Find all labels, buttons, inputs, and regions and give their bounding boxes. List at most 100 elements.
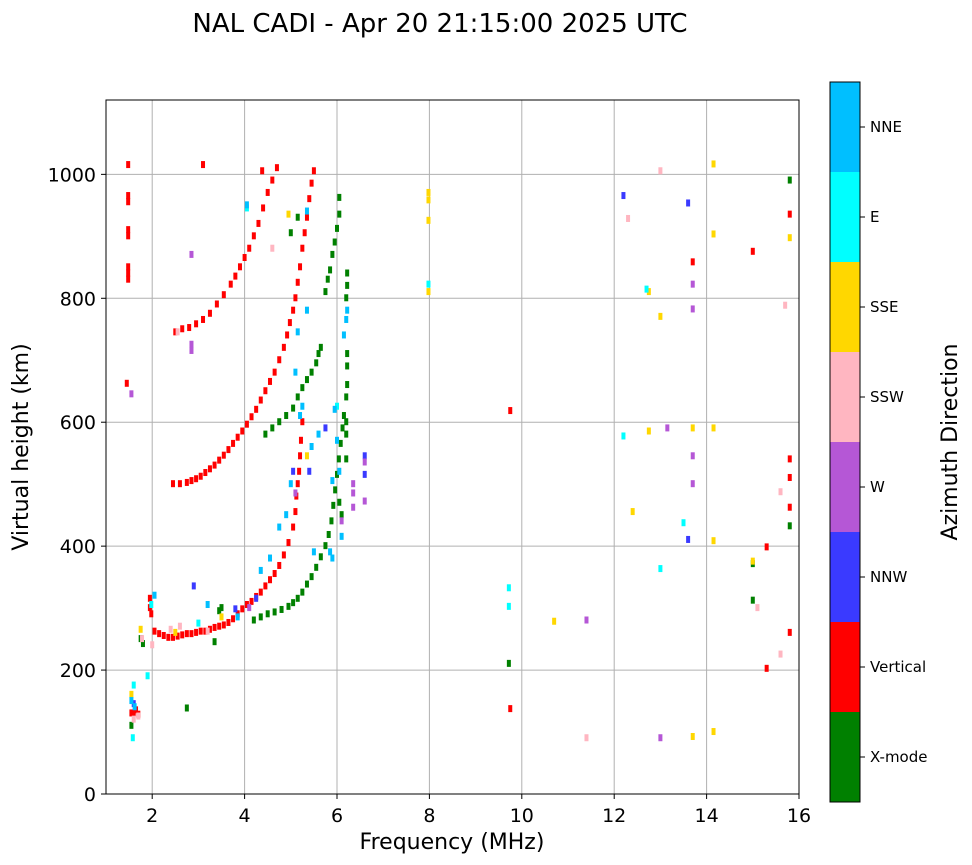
echo-point-vertical [231, 439, 236, 447]
echo-point-x-mode [318, 343, 323, 351]
echo-point-sse [138, 625, 143, 633]
x-tick-label: 14 [695, 805, 719, 827]
colorbar-label: SSW [870, 388, 904, 406]
echo-point-vertical [126, 192, 131, 200]
echo-point-x-mode [345, 350, 350, 358]
x-tick-label: 12 [602, 805, 626, 827]
echo-point-x-mode [314, 359, 319, 367]
echo-point-x-mode [258, 613, 263, 621]
echo-point-w [658, 734, 663, 742]
echo-point-x-mode [212, 638, 217, 646]
echo-point-x-mode [323, 542, 328, 550]
echo-point-x-mode [338, 439, 343, 447]
echo-point-x-mode [318, 553, 323, 561]
echo-point-vertical [194, 475, 199, 483]
echo-point-vertical [126, 226, 131, 234]
echo-point-sse [711, 230, 716, 238]
echo-point-sse [552, 617, 557, 625]
echo-point-vertical [207, 309, 212, 317]
echo-point-w [189, 340, 194, 348]
echo-point-x-mode [337, 193, 342, 201]
echo-point-w [189, 250, 194, 258]
echo-point-e [130, 734, 135, 742]
echo-point-vertical [221, 291, 226, 299]
echo-point-w [690, 280, 695, 288]
echo-point-x-mode [286, 602, 291, 610]
grid-lines [106, 100, 800, 795]
echo-point-x-mode [345, 281, 350, 289]
echo-point-x-mode [219, 604, 224, 612]
echo-point-x-mode [295, 213, 300, 221]
echo-point-x-mode [270, 424, 275, 432]
echo-point-vertical [254, 405, 259, 413]
echo-point-ssw [626, 214, 631, 222]
echo-point-w [351, 489, 356, 497]
echo-point-vertical [177, 480, 182, 488]
echo-point-ssw [755, 604, 760, 612]
echo-point-w [665, 424, 670, 432]
echo-point-vertical [258, 588, 263, 596]
echo-point-vertical [272, 368, 277, 376]
echo-point-vertical [221, 621, 226, 629]
echo-point-x-mode [787, 176, 792, 184]
echo-point-e [681, 519, 686, 527]
echo-point-nne [295, 328, 300, 336]
echo-point-sse [129, 690, 134, 698]
echo-point-nnw [362, 452, 367, 460]
echo-point-e [149, 601, 154, 609]
echo-point-nnw [307, 467, 312, 475]
echo-point-nnw [362, 470, 367, 478]
echo-point-vertical [194, 628, 199, 636]
echo-point-nne [284, 511, 289, 519]
echo-point-e [506, 602, 511, 610]
echo-point-x-mode [344, 455, 349, 463]
colorbar-label: SSE [870, 298, 899, 316]
echo-point-nne [235, 613, 240, 621]
echo-point-nne [277, 523, 282, 531]
echo-point-x-mode [328, 266, 333, 274]
echo-point-e [644, 285, 649, 293]
echo-point-nne [335, 436, 339, 444]
echo-point-vertical [170, 633, 175, 641]
echo-point-vertical [149, 610, 154, 618]
echo-point-vertical [256, 219, 261, 227]
echo-point-vertical [217, 456, 222, 464]
echo-point-x-mode [184, 704, 189, 712]
echo-point-sse [630, 508, 635, 516]
echo-point-vertical [247, 244, 252, 252]
echo-point-vertical [244, 601, 249, 609]
echo-point-vertical [157, 630, 162, 638]
echo-point-x-mode [284, 412, 289, 420]
y-tick-label: 400 [60, 536, 96, 558]
echo-point-x-mode [279, 605, 284, 613]
echo-point-nne [328, 548, 333, 556]
echo-point-e [196, 619, 201, 627]
y-axis-ticks: 0 200 400 600 800 1000 [48, 164, 106, 806]
colorbar-segment [830, 352, 860, 442]
colorbar-label: NNE [870, 118, 902, 136]
echo-point-vertical [291, 306, 296, 314]
x-tick-label: 4 [239, 805, 251, 827]
echo-point-nne [205, 601, 210, 609]
echo-point-vertical [286, 539, 291, 547]
echo-point-vertical [228, 280, 233, 288]
echo-point-x-mode [291, 404, 296, 412]
echo-point-vertical [787, 473, 792, 481]
echo-point-vertical [203, 469, 208, 477]
echo-point-sse [690, 424, 695, 432]
echo-point-vertical [198, 627, 203, 635]
echo-point-vertical [281, 551, 286, 559]
colorbar-segment [830, 262, 860, 352]
echo-point-w [129, 390, 134, 398]
y-tick-label: 1000 [48, 164, 96, 186]
echo-point-vertical [201, 315, 206, 323]
y-axis-label: Virtual height (km) [9, 343, 34, 550]
echo-point-sse [426, 188, 431, 196]
x-axis-ticks: 2 4 6 8 10 12 14 16 [146, 794, 811, 827]
echo-point-vertical [189, 630, 194, 638]
echo-point-vertical [244, 420, 249, 428]
echo-point-w [293, 489, 298, 497]
echo-point-sse [658, 312, 663, 320]
echo-point-vertical [240, 427, 245, 435]
echo-point-vertical [263, 582, 268, 590]
